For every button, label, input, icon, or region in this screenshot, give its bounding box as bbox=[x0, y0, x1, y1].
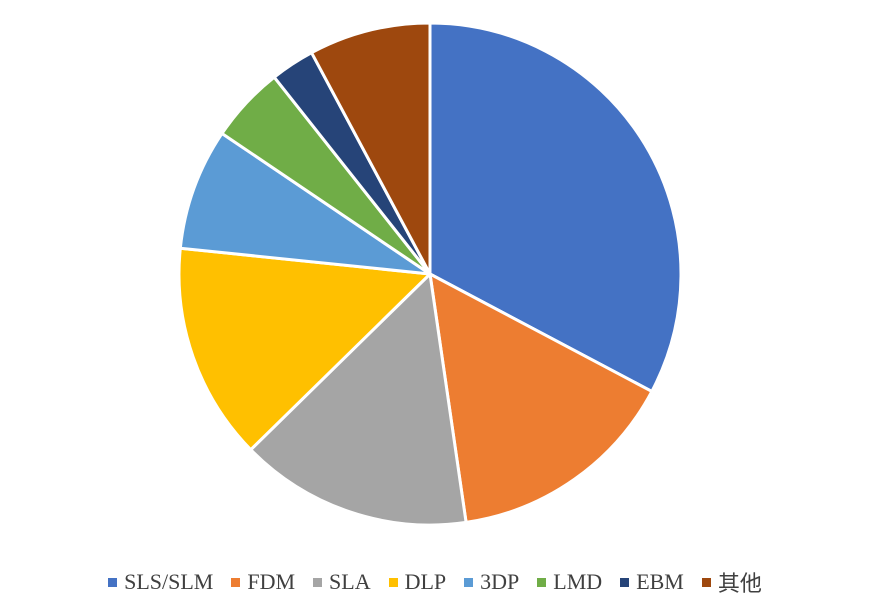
pie-slice-dlp bbox=[177, 246, 432, 452]
pie-slice-sla bbox=[249, 272, 468, 527]
legend-swatch bbox=[108, 577, 118, 587]
legend-swatch bbox=[231, 577, 241, 587]
legend-label: FDM bbox=[247, 569, 296, 594]
legend-item: 3DP bbox=[464, 569, 519, 595]
legend-swatch bbox=[464, 577, 474, 587]
pie-plot-area bbox=[177, 21, 683, 527]
legend-item: SLS/SLM bbox=[108, 569, 213, 595]
legend-label: 其他 bbox=[717, 571, 762, 596]
legend: SLS/SLM FDM SLA DLP 3DP LMD EBM 其他 bbox=[0, 566, 870, 598]
legend-swatch bbox=[313, 577, 323, 587]
legend-item: DLP bbox=[388, 569, 447, 595]
legend-label: SLA bbox=[329, 569, 371, 594]
legend-label: EBM bbox=[636, 569, 684, 594]
legend-label: 3DP bbox=[480, 569, 520, 594]
pie-slice-fdm bbox=[428, 272, 654, 524]
legend-item: 其他 bbox=[701, 566, 762, 598]
legend-item: LMD bbox=[537, 569, 602, 595]
legend-item: FDM bbox=[231, 569, 295, 595]
legend-swatch bbox=[620, 577, 630, 587]
pie-slice-sls-slm bbox=[428, 21, 683, 393]
legend-swatch bbox=[701, 577, 711, 587]
legend-item: EBM bbox=[620, 569, 684, 595]
legend-item: SLA bbox=[313, 569, 371, 595]
pie-slice-3dp bbox=[178, 131, 432, 276]
pie-slice-other bbox=[310, 21, 432, 276]
legend-label: LMD bbox=[553, 569, 603, 594]
legend-label: DLP bbox=[404, 569, 447, 594]
legend-swatch bbox=[388, 577, 398, 587]
legend-swatch bbox=[537, 577, 547, 587]
legend-label: SLS/SLM bbox=[124, 569, 214, 594]
